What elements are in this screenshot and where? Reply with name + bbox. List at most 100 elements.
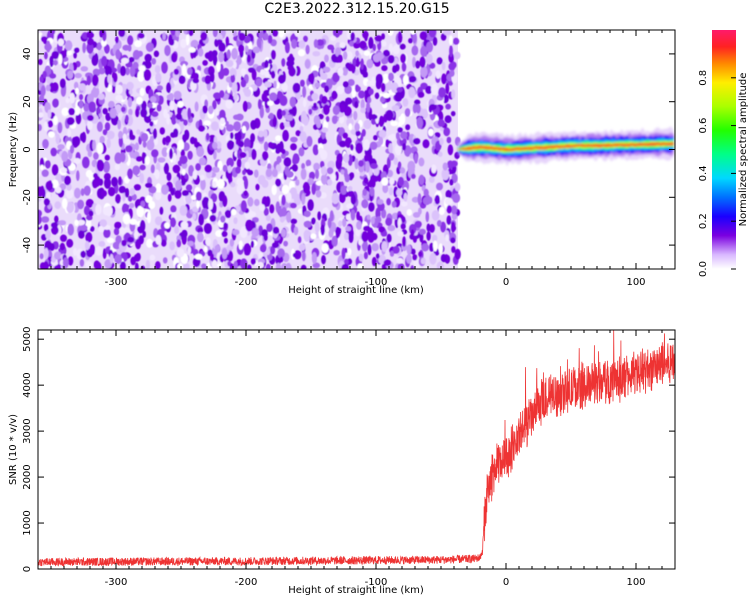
heatmap-cell <box>450 221 456 233</box>
heatmap-cell <box>108 100 115 109</box>
heatmap-cell <box>92 68 100 76</box>
heatmap-cell <box>183 119 188 126</box>
heatmap-cell <box>133 253 141 262</box>
colorbar-tick-label: 0.2 <box>698 213 709 229</box>
heatmap-cell <box>226 124 234 132</box>
heatmap-cell <box>381 241 388 252</box>
heatmap-cell <box>338 30 343 35</box>
heatmap-cell <box>40 85 46 97</box>
heatmap-cell <box>198 157 207 166</box>
heatmap-cell <box>53 115 58 126</box>
heatmap-cell <box>38 95 44 105</box>
heatmap-cell <box>286 170 294 178</box>
heatmap-cell <box>328 88 333 97</box>
heatmap-cell <box>238 32 246 42</box>
heatmap-cell <box>118 176 122 186</box>
spectrogram-y-tick-label: 0 <box>22 146 33 152</box>
heatmap-cell <box>295 130 302 137</box>
heatmap-cell <box>316 119 322 129</box>
heatmap-cell <box>251 227 260 237</box>
heatmap-cell <box>58 54 63 65</box>
heatmap-cell <box>223 222 228 230</box>
heatmap-cell <box>236 183 244 195</box>
heatmap-cell <box>125 67 130 76</box>
heatmap-cell <box>361 240 368 252</box>
heatmap-cell <box>135 156 143 162</box>
heatmap-cell <box>435 70 441 79</box>
heatmap-cell <box>302 99 307 108</box>
heatmap-cell <box>388 43 393 54</box>
heatmap-cell <box>399 43 406 50</box>
heatmap-cell <box>170 52 178 63</box>
heatmap-cell <box>182 262 190 269</box>
heatmap-cell <box>241 125 247 134</box>
heatmap-cell <box>155 261 161 269</box>
heatmap-cell <box>352 58 357 67</box>
heatmap-cell <box>284 41 290 54</box>
heatmap-cell <box>211 166 220 173</box>
spectrogram-x-tick-label: -100 <box>365 277 388 288</box>
heatmap-cell <box>180 179 186 186</box>
heatmap-cell <box>437 119 445 127</box>
heatmap-cell <box>230 73 236 83</box>
heatmap-cell <box>363 251 368 260</box>
heatmap-cell <box>182 142 190 152</box>
heatmap-cell <box>212 50 218 57</box>
heatmap-cell <box>255 78 263 87</box>
heatmap-cell <box>154 216 163 226</box>
heatmap-cell <box>190 136 196 145</box>
heatmap-cell <box>385 110 394 121</box>
heatmap-cell <box>303 35 308 42</box>
heatmap-cell <box>436 261 444 269</box>
heatmap-cell <box>381 65 388 72</box>
heatmap-cell <box>390 133 396 140</box>
heatmap-cell <box>232 61 237 69</box>
heatmap-cell <box>229 132 234 140</box>
heatmap-cell <box>282 129 289 142</box>
heatmap-cell <box>67 256 74 266</box>
heatmap-cell <box>106 130 115 140</box>
heatmap-cell <box>64 40 73 51</box>
heatmap-cell <box>145 42 154 52</box>
heatmap-cell <box>108 186 116 197</box>
heatmap-cell <box>51 222 58 229</box>
heatmap-cell <box>87 119 93 131</box>
heatmap-cell <box>432 234 438 243</box>
heatmap-cell <box>172 164 181 174</box>
heatmap-cell <box>144 155 150 166</box>
heatmap-cell <box>118 130 123 139</box>
heatmap-cell <box>75 112 82 125</box>
heatmap-cell <box>317 211 322 221</box>
heatmap-cell <box>293 226 299 236</box>
colorbar-label: Normalized spectral amplitude <box>738 73 749 227</box>
heatmap-cell <box>451 205 458 215</box>
heatmap-cell <box>425 85 433 94</box>
heatmap-cell <box>342 132 348 139</box>
heatmap-cell <box>367 244 372 256</box>
heatmap-cell <box>444 115 452 124</box>
heatmap-cell <box>429 252 437 265</box>
heatmap-cell <box>345 213 352 221</box>
heatmap-cell <box>441 73 447 85</box>
heatmap-cell <box>426 41 433 53</box>
heatmap-cell <box>92 30 97 34</box>
heatmap-cell <box>38 58 43 66</box>
heatmap-cell <box>331 192 340 205</box>
heatmap-cell <box>335 227 341 236</box>
heatmap-cell <box>281 58 286 67</box>
heatmap-cell <box>45 40 51 53</box>
heatmap-cell <box>304 59 311 69</box>
heatmap-cell <box>324 85 330 93</box>
heatmap-cell <box>423 266 428 269</box>
heatmap-cell <box>228 251 233 262</box>
heatmap-cell <box>65 97 70 104</box>
heatmap-cell <box>127 168 133 180</box>
heatmap-cell <box>391 105 400 112</box>
heatmap-cell <box>204 52 212 59</box>
heatmap-cell <box>132 61 139 69</box>
heatmap-cell <box>162 257 168 264</box>
heatmap-cell <box>448 35 453 46</box>
heatmap-cell <box>259 106 264 119</box>
heatmap-cell <box>47 131 55 138</box>
heatmap-cell <box>353 110 358 121</box>
